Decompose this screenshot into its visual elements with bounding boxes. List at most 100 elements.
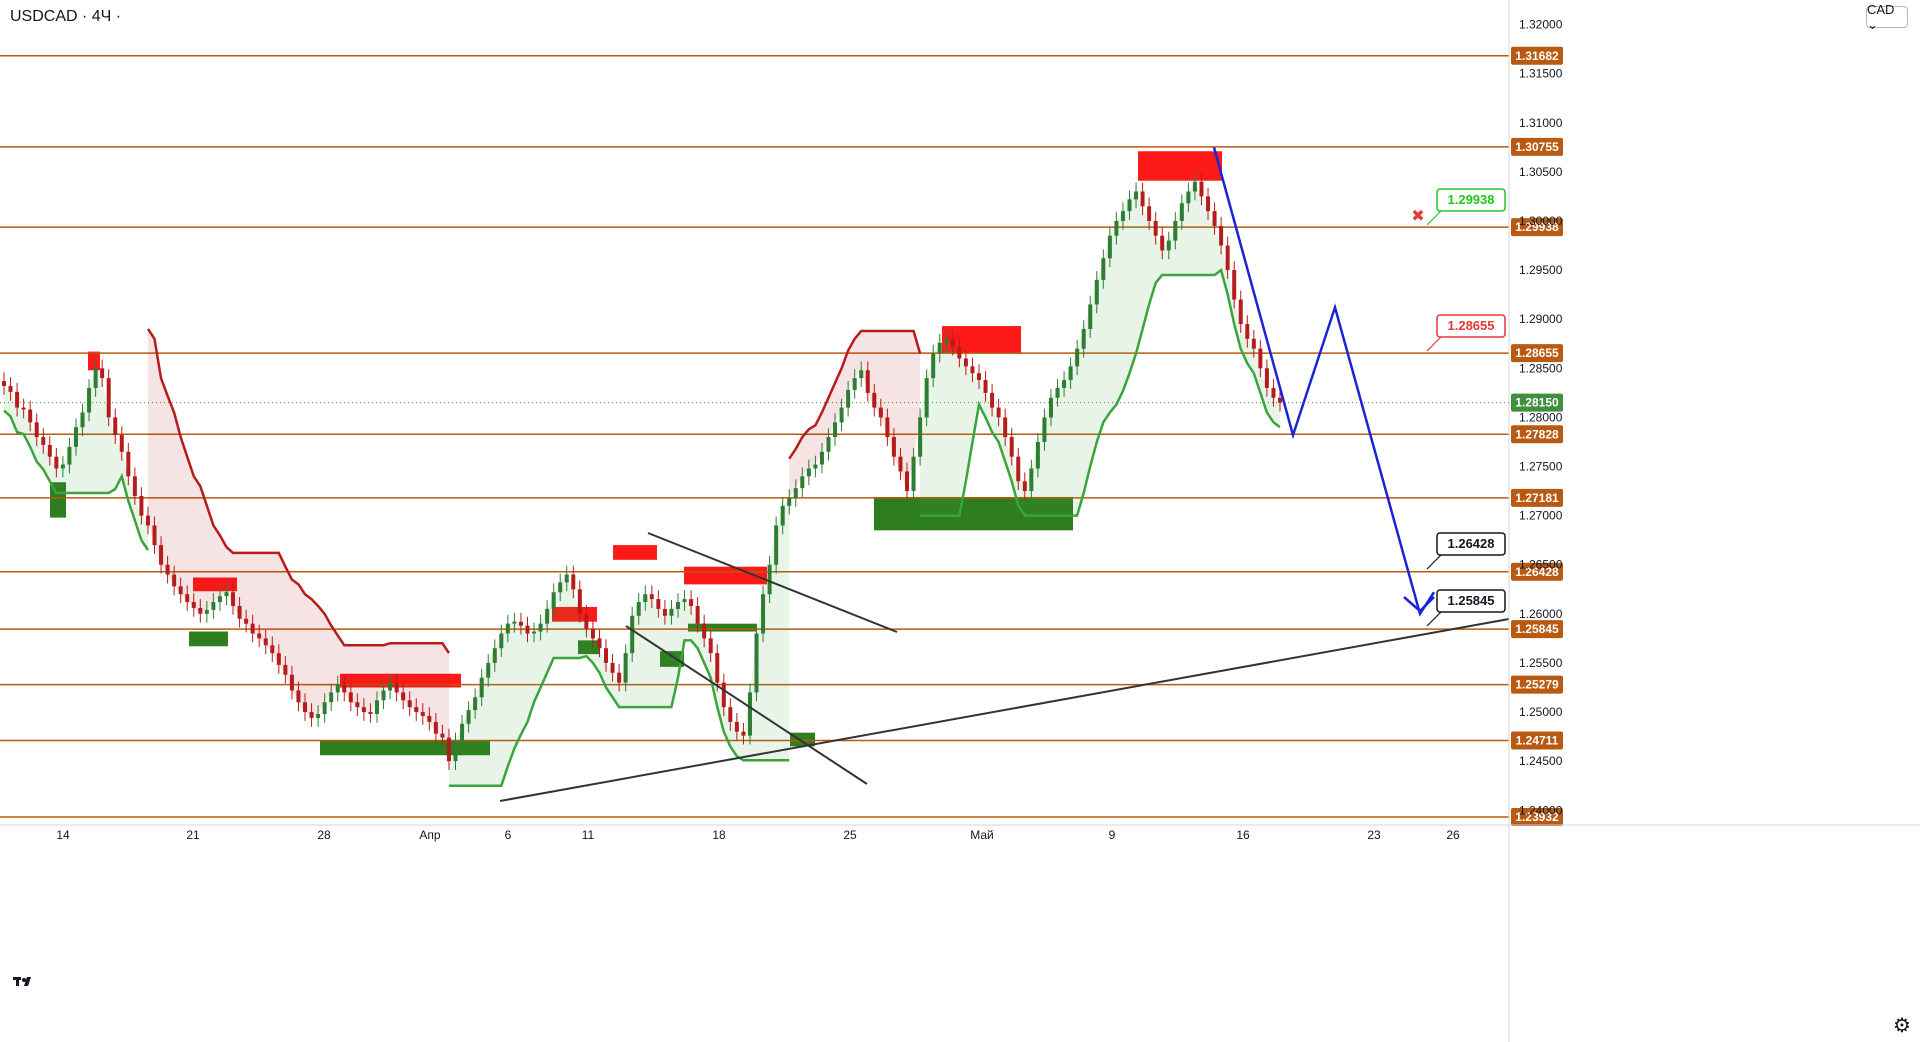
level-label-bg xyxy=(1511,488,1563,507)
candle-body xyxy=(1219,225,1224,246)
candle-body xyxy=(388,682,393,691)
candle-body xyxy=(159,545,164,565)
callout-box[interactable] xyxy=(1436,532,1506,556)
candle-body xyxy=(440,733,445,738)
candle-body xyxy=(617,672,622,683)
trend-fill-area xyxy=(148,329,449,762)
candle-body xyxy=(342,684,347,693)
candle-body xyxy=(610,662,615,673)
candle-body xyxy=(492,648,497,663)
candle-body xyxy=(898,456,903,472)
candle-body xyxy=(708,638,713,654)
level-label-bg xyxy=(1511,137,1563,156)
candle-body xyxy=(499,633,504,649)
candlestick-series xyxy=(2,172,1282,770)
level-label-bg xyxy=(1511,731,1563,750)
candle-body xyxy=(957,346,962,359)
candle-body xyxy=(47,444,52,457)
price-tick-label: 1.30000 xyxy=(1519,214,1563,228)
currency-button[interactable]: CAD ⌄ xyxy=(1866,2,1908,32)
callout-box[interactable] xyxy=(1436,589,1506,613)
candle-body xyxy=(1075,348,1080,367)
candle-body xyxy=(1264,368,1269,388)
ascending-trendline[interactable] xyxy=(499,618,1510,802)
price-tick-label: 1.28500 xyxy=(1519,361,1563,375)
candle-body xyxy=(8,385,13,392)
candle-body xyxy=(394,682,399,693)
supertrend-line xyxy=(3,409,150,551)
projection-line[interactable] xyxy=(1212,146,1436,617)
candle-body xyxy=(1206,196,1211,212)
candle-body xyxy=(669,608,674,616)
candle-body xyxy=(826,437,831,452)
candle-body xyxy=(420,712,425,716)
candle-body xyxy=(891,437,896,457)
candle-body xyxy=(407,700,412,708)
price-callouts[interactable]: 1.29938 ✖ 1.28655 1.26428 1.25845 xyxy=(1411,188,1506,627)
trendlines[interactable] xyxy=(499,532,1510,802)
candle-body xyxy=(172,574,177,587)
tradingview-logo-icon[interactable] xyxy=(8,970,40,994)
callout-box[interactable] xyxy=(1436,188,1506,212)
horizontal-levels[interactable]: 1.31682 1.30755 1.29938 1.28655 1.27828 1.271… xyxy=(0,46,1563,826)
candle-body xyxy=(1278,397,1282,403)
candle-body xyxy=(551,592,556,609)
candle-body xyxy=(1127,199,1132,212)
time-tick-label: 16 xyxy=(1236,828,1250,842)
level-label: 1.24711 xyxy=(1516,733,1559,747)
candle-body xyxy=(126,451,131,477)
candle-body xyxy=(590,628,595,639)
demand-zone xyxy=(790,732,815,747)
trend-fill-area xyxy=(920,181,1280,516)
candle-body xyxy=(1271,387,1276,398)
supertrend-line xyxy=(920,267,1281,517)
level-label-bg xyxy=(1511,620,1563,639)
candle-body xyxy=(433,721,438,734)
candle-body xyxy=(721,682,726,708)
candle-body xyxy=(754,633,759,693)
candle-body xyxy=(1062,380,1067,388)
candle-body xyxy=(178,586,183,595)
channel-upper-line[interactable] xyxy=(647,532,898,633)
level-label-bg xyxy=(1511,675,1563,694)
candle-body xyxy=(270,645,275,654)
candle-body xyxy=(944,338,949,343)
channel-lower-line[interactable] xyxy=(625,625,868,785)
candle-body xyxy=(505,623,510,634)
callout-label: 1.25845 xyxy=(1448,593,1495,608)
symbol-title[interactable]: USDCAD · 4Ч · xyxy=(10,8,122,25)
candle-body xyxy=(1068,366,1073,381)
candle-body xyxy=(113,417,118,436)
settings-gear-icon[interactable]: ⚙ xyxy=(1893,1015,1911,1037)
candle-body xyxy=(460,723,465,742)
candle-body xyxy=(800,476,805,489)
candle-body xyxy=(466,710,471,724)
price-axis[interactable]: 1.31500 1.31000 1.30500 1.30000 1.29500 1.290… xyxy=(1508,0,1563,1042)
candle-body xyxy=(289,674,294,691)
candle-body xyxy=(276,653,281,665)
candle-body xyxy=(309,712,314,718)
candle-body xyxy=(623,653,628,683)
candle-body xyxy=(1088,304,1093,330)
supertrend-line xyxy=(449,639,790,787)
candle-body xyxy=(937,342,942,354)
candle-body xyxy=(348,692,353,703)
candle-body xyxy=(728,707,733,722)
candle-body xyxy=(905,471,910,492)
candle-body xyxy=(1042,417,1047,442)
projection-path[interactable] xyxy=(1212,146,1436,617)
candle-body xyxy=(316,714,321,718)
supertrend-line xyxy=(788,329,922,460)
candle-body xyxy=(322,702,327,715)
time-axis[interactable]: 14 21 28 Апр 6 11 18 25 Май 9 16 23 26 xyxy=(0,824,1920,842)
candle-body xyxy=(1107,235,1112,259)
candle-body xyxy=(545,608,550,624)
candle-body xyxy=(532,631,537,634)
candle-body xyxy=(145,515,150,526)
callout-box[interactable] xyxy=(1436,314,1506,338)
candle-body xyxy=(1160,235,1165,251)
candle-body xyxy=(636,602,641,616)
candle-body xyxy=(839,407,844,423)
time-tick-label: 26 xyxy=(1446,828,1460,842)
